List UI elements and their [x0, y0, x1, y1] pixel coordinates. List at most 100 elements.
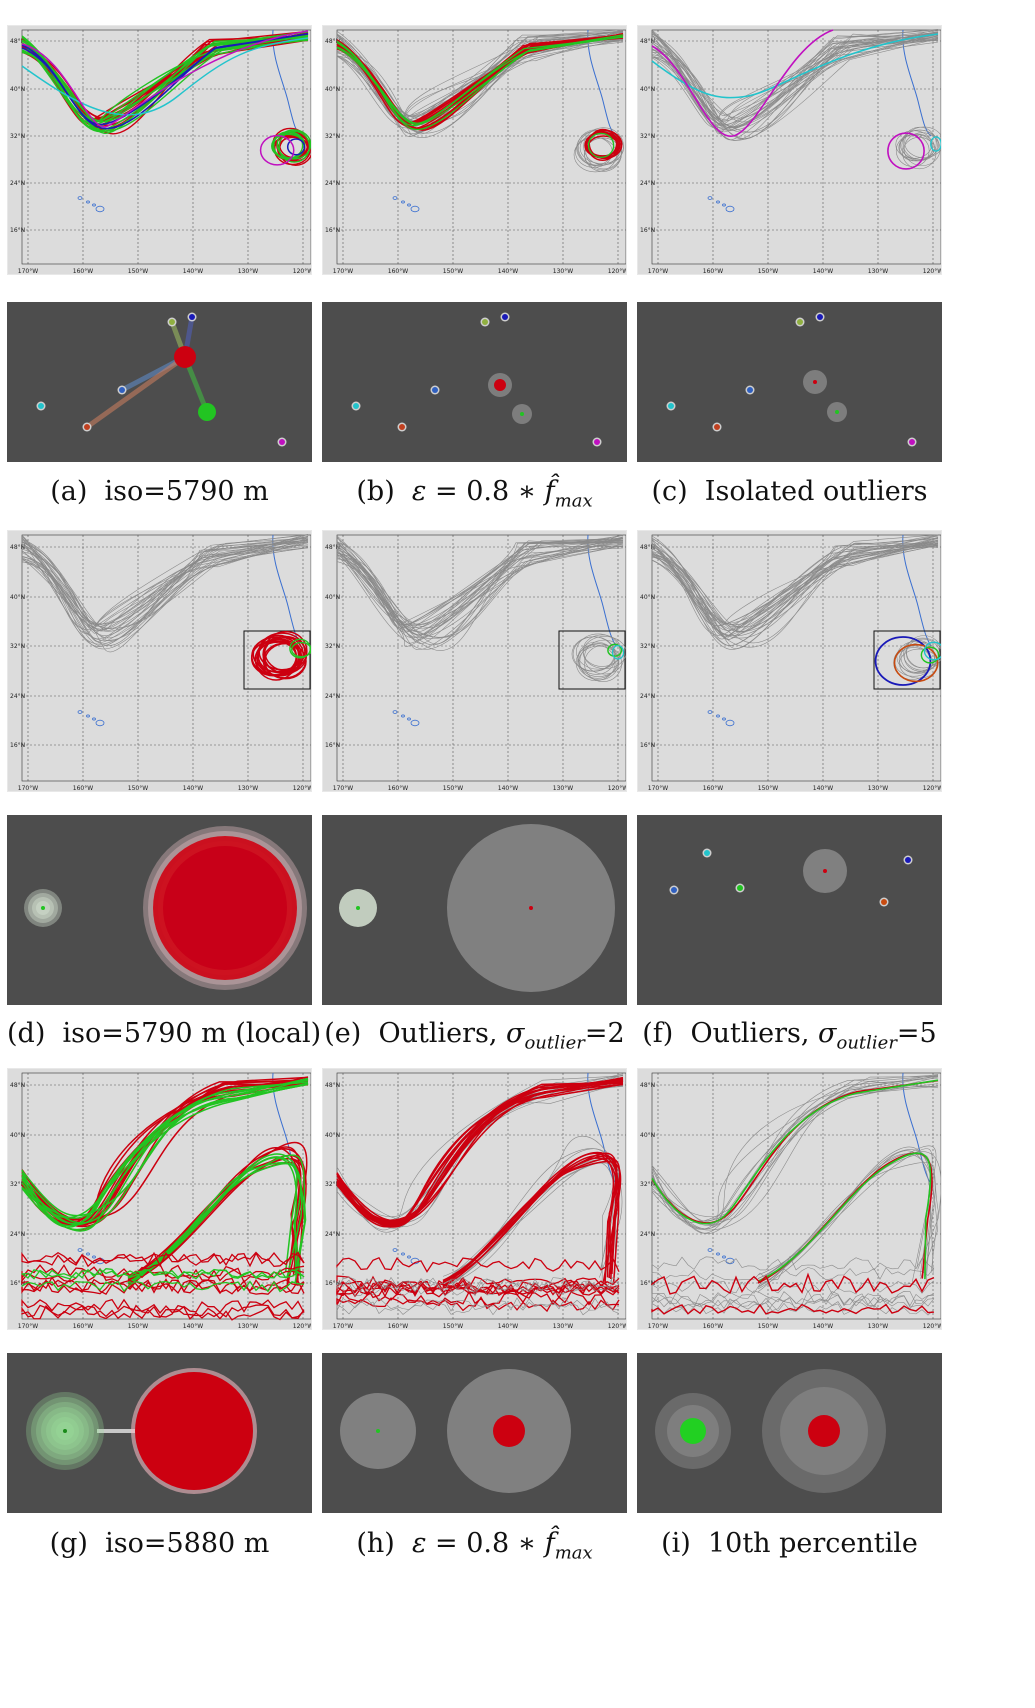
cutoff-low-contour	[903, 637, 941, 671]
contour-line	[21, 1082, 309, 1221]
contour-line	[127, 1154, 307, 1284]
contour-line	[336, 1081, 624, 1226]
cluster-node	[909, 439, 915, 445]
lon-tick-label: 170°W	[648, 1323, 668, 1330]
contour-line	[336, 1278, 620, 1293]
contour-line	[21, 541, 309, 642]
contour-line	[651, 1301, 935, 1316]
cluster-node	[135, 1372, 253, 1490]
contour-line	[651, 544, 939, 637]
contour-line	[336, 1296, 620, 1313]
coastline	[902, 29, 932, 137]
cluster-node	[737, 885, 743, 891]
contour-line	[651, 541, 939, 628]
caption-g: (g) iso=5880 m	[49, 1528, 270, 1559]
contour-line	[127, 1161, 302, 1278]
cutoff-low-contour	[874, 636, 932, 686]
contour-line	[651, 30, 939, 133]
map-frame	[21, 534, 311, 782]
lat-tick-label: 32°N	[325, 1181, 340, 1188]
lat-tick-label: 16°N	[640, 227, 655, 234]
lat-tick-label: 32°N	[640, 1181, 655, 1188]
contour-line	[651, 1076, 939, 1225]
lat-tick-label: 48°N	[325, 1082, 340, 1089]
map-svg-f: 170°W 160°W 150°W 140°W 130°W 120°W 48°N 40°N 32…	[640, 534, 941, 792]
lat-tick-label: 40°N	[325, 1132, 340, 1139]
coastline	[587, 534, 617, 647]
lon-tick-label: 120°W	[608, 1323, 627, 1330]
cluster-node	[680, 1418, 706, 1444]
hawaii-island	[86, 714, 90, 718]
contour-line	[21, 1079, 309, 1226]
map-panel-g: 170°W 160°W 150°W 140°W 130°W 120°W 48°N 40°N 32…	[7, 1068, 312, 1330]
hawaii-island	[722, 1255, 726, 1259]
contour-line	[127, 1158, 305, 1280]
lon-tick-label: 140°W	[813, 785, 833, 792]
local-region-box	[243, 630, 311, 690]
lat-tick-label: 24°N	[325, 1231, 340, 1238]
lat-tick-label: 48°N	[10, 544, 25, 551]
contour-line	[21, 1082, 309, 1224]
cutoff-low-contour	[902, 137, 937, 170]
cluster-node	[594, 439, 600, 445]
lat-tick-label: 32°N	[10, 133, 25, 140]
cluster-svg-a	[36, 312, 287, 447]
cluster-svg-b	[351, 312, 602, 447]
lat-tick-label: 16°N	[640, 742, 655, 749]
cutoff-low-contour	[893, 643, 939, 683]
cluster-panel-d	[7, 815, 312, 1005]
contour-line	[336, 1082, 624, 1228]
lon-tick-label: 170°W	[18, 785, 38, 792]
contour-line	[651, 31, 939, 131]
contour-line	[651, 1255, 935, 1271]
lat-tick-label: 16°N	[10, 1280, 25, 1287]
lon-tick-label: 130°W	[868, 785, 888, 792]
hawaii-island	[707, 710, 713, 714]
lat-tick-label: 40°N	[10, 86, 25, 93]
hawaii-island	[77, 196, 83, 200]
cluster-node	[835, 410, 839, 414]
contour-line	[651, 34, 939, 119]
map-panel-b: 170°W 160°W 150°W 140°W 130°W 120°W 48°N 40°N 32…	[322, 25, 627, 275]
contour-line	[651, 545, 939, 633]
cluster-panel-a	[7, 302, 312, 462]
local-region-box	[873, 630, 941, 690]
lon-tick-label: 120°W	[923, 1323, 942, 1330]
cluster-node	[813, 380, 817, 384]
contour-line	[21, 540, 309, 632]
lon-tick-label: 130°W	[238, 1323, 258, 1330]
contour-line	[21, 537, 309, 636]
hawaii-island	[707, 1248, 713, 1252]
lon-tick-label: 170°W	[648, 268, 668, 275]
cutoff-low-contour	[278, 130, 311, 163]
hawaii-island	[392, 1248, 398, 1252]
contour-line	[651, 1290, 935, 1306]
lon-tick-label: 150°W	[443, 785, 463, 792]
contour-line	[651, 1079, 939, 1234]
cluster-node	[84, 424, 90, 430]
cluster-node	[198, 403, 216, 421]
contour-line	[21, 543, 309, 627]
cutoff-low-contour	[900, 129, 940, 160]
map-frame	[651, 1072, 941, 1320]
coastline	[902, 534, 932, 647]
contour-line	[651, 1077, 939, 1223]
cluster-node	[817, 314, 823, 320]
caption-h: (h) ε = 0.8 ∗ f̂max	[356, 1528, 593, 1564]
cluster-panel-i	[637, 1353, 942, 1513]
cluster-node	[63, 1429, 67, 1433]
lon-tick-label: 170°W	[333, 268, 353, 275]
contour-line	[336, 1075, 624, 1231]
cutoff-low-contour	[896, 641, 935, 673]
contour-line	[21, 1251, 305, 1268]
lon-tick-label: 130°W	[238, 268, 258, 275]
map-svg-i: 170°W 160°W 150°W 140°W 130°W 120°W 48°N 40°N 32…	[640, 1072, 942, 1330]
cutoff-low-contour	[579, 643, 620, 681]
map-svg-d: 170°W 160°W 150°W 140°W 130°W 120°W 48°N 40°N 32…	[10, 534, 311, 792]
cutoff-low-contour	[584, 131, 619, 158]
lon-tick-label: 130°W	[553, 1323, 573, 1330]
cutoff-low-contour	[575, 644, 616, 681]
hawaii-island	[92, 1255, 96, 1259]
contour-line	[757, 1145, 937, 1279]
lat-tick-label: 48°N	[10, 38, 25, 45]
